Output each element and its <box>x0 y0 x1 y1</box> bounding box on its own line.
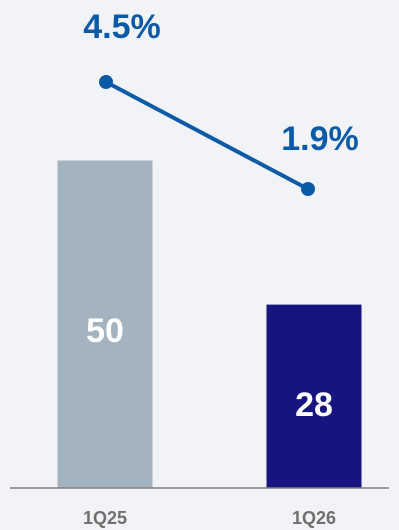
bars-group <box>57 160 362 488</box>
line-labels-group: 4.5% 1.9% <box>83 8 359 158</box>
category-label-1q25: 1Q25 <box>83 508 127 528</box>
line-series-path <box>105 80 309 191</box>
line-point-1q26 <box>301 182 315 196</box>
bar-value-label-1q25: 50 <box>86 312 124 350</box>
category-label-1q26: 1Q26 <box>292 508 336 528</box>
bar-value-label-1q26: 28 <box>295 386 333 424</box>
line-value-label-1q25: 4.5% <box>83 8 161 46</box>
bar-labels-group: 50 28 <box>86 312 333 424</box>
line-point-1q25 <box>99 75 113 89</box>
category-labels-group: 1Q25 1Q26 <box>83 508 336 528</box>
bar-1q25 <box>57 160 153 488</box>
line-value-label-1q26: 1.9% <box>281 120 359 158</box>
line-series-group <box>99 75 315 196</box>
bar-1q26 <box>266 304 362 488</box>
